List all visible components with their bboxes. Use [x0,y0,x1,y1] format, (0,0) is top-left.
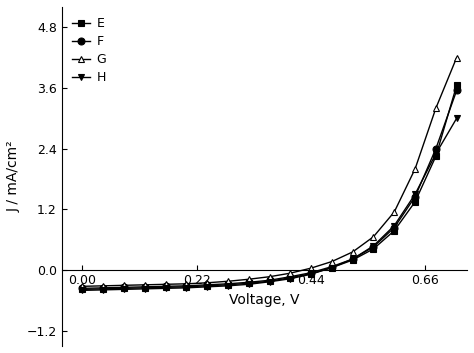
H [100,288,106,292]
G [183,282,189,286]
H [80,288,85,293]
H [246,282,252,286]
F [80,286,85,291]
E [267,279,273,283]
E [350,258,356,262]
F [100,286,106,290]
H [225,284,231,288]
Legend: E, F, G, H: E, F, G, H [68,13,110,88]
E [412,200,418,204]
E [142,286,147,290]
G [329,259,335,264]
E [225,283,231,287]
F [287,275,293,279]
H [392,223,397,228]
G [225,279,231,283]
E [392,228,397,233]
F [246,280,252,285]
F [142,285,147,289]
F [225,282,231,286]
G [142,283,147,287]
E [121,286,127,291]
F [454,88,459,92]
H [412,192,418,196]
E [80,287,85,292]
F [371,245,376,249]
E [163,285,168,289]
F [392,226,397,230]
H [371,244,376,248]
G [308,266,314,270]
Line: H: H [79,115,460,294]
E [433,154,439,158]
G [204,281,210,285]
H [163,286,168,291]
H [121,287,127,292]
H [183,286,189,290]
G [371,235,376,239]
F [121,285,127,289]
H [204,285,210,289]
Y-axis label: J / mA/cm²: J / mA/cm² [7,141,21,212]
Line: G: G [79,54,460,290]
E [100,287,106,291]
E [454,83,459,88]
Line: E: E [79,82,460,293]
E [246,281,252,286]
H [329,265,335,270]
G [350,250,356,254]
F [308,270,314,275]
H [308,272,314,276]
G [80,284,85,288]
E [371,247,376,251]
F [163,284,168,288]
F [204,283,210,287]
G [433,106,439,110]
G [246,277,252,281]
H [267,280,273,284]
G [100,284,106,288]
E [183,285,189,289]
F [329,264,335,269]
G [267,275,273,279]
E [204,284,210,288]
H [433,151,439,156]
G [412,167,418,171]
G [121,283,127,287]
H [287,277,293,281]
F [350,257,356,261]
Line: F: F [79,87,460,292]
E [329,265,335,270]
E [308,271,314,276]
F [267,278,273,282]
F [183,284,189,288]
F [412,195,418,199]
H [142,287,147,291]
G [454,55,459,60]
G [392,210,397,214]
E [287,276,293,280]
F [433,146,439,151]
G [287,271,293,275]
H [350,257,356,261]
X-axis label: Voltage, V: Voltage, V [229,293,300,307]
G [163,282,168,286]
H [454,116,459,120]
